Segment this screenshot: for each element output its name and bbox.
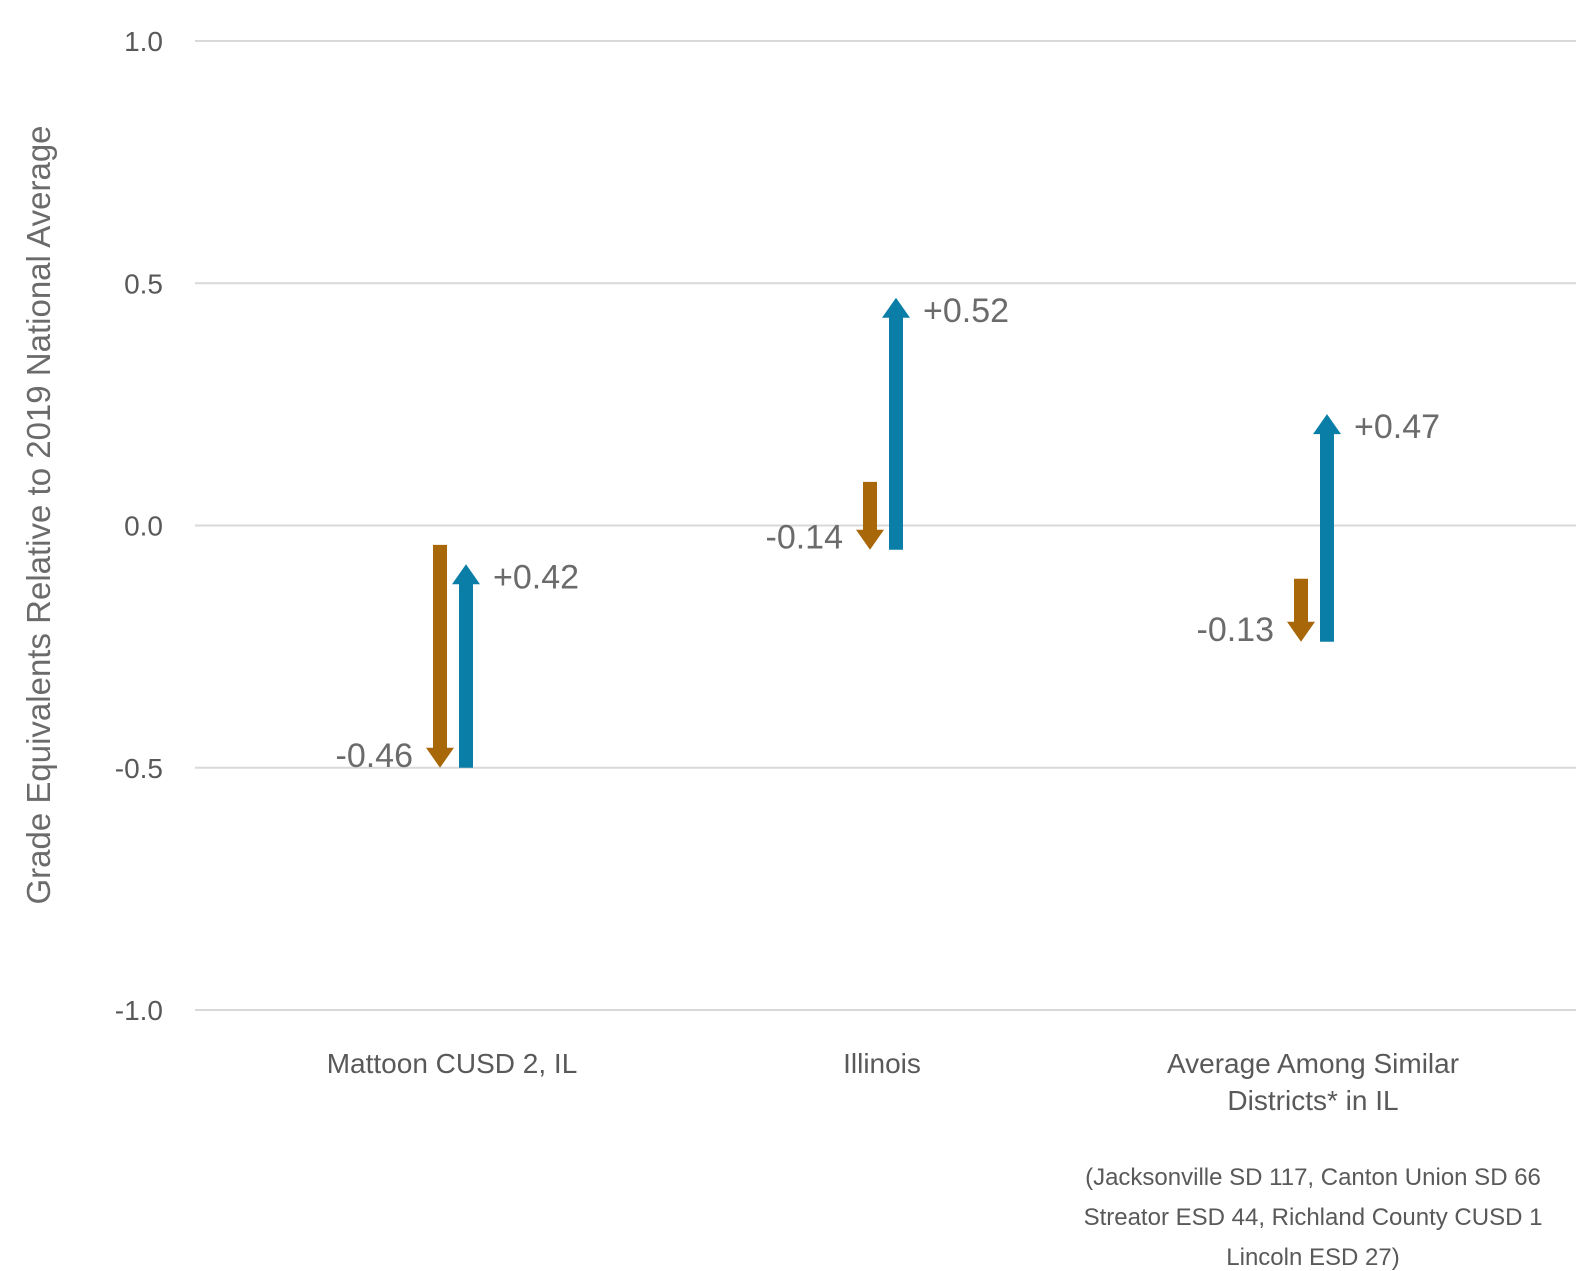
footnote-line: (Jacksonville SD 117, Canton Union SD 66	[1085, 1164, 1541, 1191]
y-tick-label: 0.0	[124, 511, 163, 542]
data-label: +0.52	[923, 292, 1009, 330]
y-tick-label: -0.5	[115, 753, 163, 784]
footnote: (Jacksonville SD 117, Canton Union SD 66…	[1084, 1164, 1543, 1271]
x-axis-categories: Mattoon CUSD 2, IL Illinois Average Among …	[327, 1048, 1459, 1116]
y-tick-label: 1.0	[124, 26, 163, 57]
up-arrow-mark	[882, 297, 910, 550]
footnote-line: Streator ESD 44, Richland County CUSD 1	[1084, 1204, 1543, 1231]
y-axis-label: Grade Equivalents Relative to 2019 Natio…	[20, 125, 57, 904]
y-tick-label: -1.0	[115, 995, 163, 1026]
down-arrow-mark	[1287, 578, 1315, 642]
up-arrow-mark	[1313, 414, 1341, 642]
down-arrow-mark	[426, 544, 454, 768]
data-label: +0.47	[1354, 408, 1440, 446]
data-labels: -0.46 -0.14 -0.13 +0.42 +0.52 +0.47	[336, 292, 1441, 775]
y-axis-ticks: 1.0 0.5 0.0 -0.5 -1.0	[115, 26, 163, 1026]
footnote-line: Lincoln ESD 27)	[1226, 1244, 1399, 1271]
up-arrow-mark	[452, 564, 480, 768]
y-tick-label: 0.5	[124, 268, 163, 299]
x-category-label: Mattoon CUSD 2, IL	[327, 1048, 578, 1079]
arrow-marks	[426, 297, 1341, 768]
data-label: -0.14	[766, 519, 844, 557]
gridlines	[195, 40, 1576, 1011]
x-category-label: Illinois	[843, 1048, 921, 1079]
data-label: -0.13	[1197, 611, 1275, 649]
x-category-label: Districts* in IL	[1227, 1085, 1398, 1116]
data-label: +0.42	[493, 558, 579, 596]
data-label: -0.46	[336, 737, 414, 775]
down-arrow-mark	[856, 481, 884, 550]
x-category-label: Average Among Similar	[1167, 1048, 1459, 1079]
